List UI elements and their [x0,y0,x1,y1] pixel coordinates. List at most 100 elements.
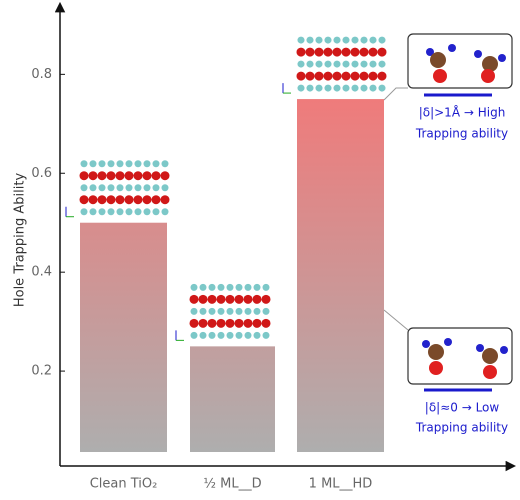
atom [152,208,160,216]
atom [360,60,368,68]
atom [377,71,387,81]
connector [383,309,409,331]
atom [116,160,124,168]
atom [262,283,270,291]
atom [125,160,133,168]
atom [217,331,225,339]
atom [125,208,133,216]
atom [323,71,333,81]
atom [207,294,217,304]
atom [161,208,169,216]
atom [79,171,89,181]
atom [216,294,226,304]
atom [359,47,369,57]
atom [190,283,198,291]
atom [296,47,306,57]
atom [115,171,125,181]
atom [142,195,152,205]
atom [333,36,341,44]
atom [306,60,314,68]
atom [252,294,262,304]
atom [199,307,207,315]
structure-image [175,283,271,341]
annotation: |δ|≈0 → Low [425,401,500,415]
atom [368,71,378,81]
atom [351,36,359,44]
atom [89,208,97,216]
atom [217,307,225,315]
atom [208,331,216,339]
atom [151,195,161,205]
atom [341,71,351,81]
atom [253,283,261,291]
atom [80,160,88,168]
atom [252,318,262,328]
bar [190,346,275,452]
structure-image [282,36,387,94]
atom [360,84,368,92]
atom [89,160,97,168]
annotation: Trapping ability [415,127,508,141]
y-tick-label: 0.2 [31,364,52,379]
atom [261,294,271,304]
atom [208,307,216,315]
atom [315,84,323,92]
annotation: |δ|>1Å → High [419,105,506,120]
atom [79,195,89,205]
atom [226,331,234,339]
atom [88,195,98,205]
atom [314,71,324,81]
atom [199,331,207,339]
x-tick-label: ½ ML__D [203,477,261,492]
atom [216,318,226,328]
atom [124,195,134,205]
atom [234,318,244,328]
bar [80,222,167,452]
atom [116,208,124,216]
atom [323,47,333,57]
atom [217,283,225,291]
atom [198,318,208,328]
atom [226,283,234,291]
atom [305,47,315,57]
atom [297,60,305,68]
atom [297,84,305,92]
atom [198,294,208,304]
atom [332,71,342,81]
atom [80,184,88,192]
atom [107,208,115,216]
atom [199,283,207,291]
atom [297,36,305,44]
atom [125,184,133,192]
atom [143,160,151,168]
atom [190,307,198,315]
atom [306,84,314,92]
atom [342,36,350,44]
atom [315,60,323,68]
atom [143,184,151,192]
atom [333,60,341,68]
atom [160,171,170,181]
atom [378,84,386,92]
atom [315,36,323,44]
bar [297,99,384,453]
atom [253,307,261,315]
y-axis-label: Hole Trapping Ability [13,173,28,308]
atom [161,184,169,192]
atom [235,283,243,291]
atom [350,47,360,57]
atom [324,36,332,44]
atom [234,294,244,304]
atom [243,318,253,328]
y-tick-label: 0.6 [31,166,52,181]
atom [189,318,199,328]
atom [296,71,306,81]
atom [377,47,387,57]
atom [133,195,143,205]
atom [378,60,386,68]
atom [207,318,217,328]
atom [98,208,106,216]
atom [89,184,97,192]
atom [133,171,143,181]
atom [106,171,116,181]
